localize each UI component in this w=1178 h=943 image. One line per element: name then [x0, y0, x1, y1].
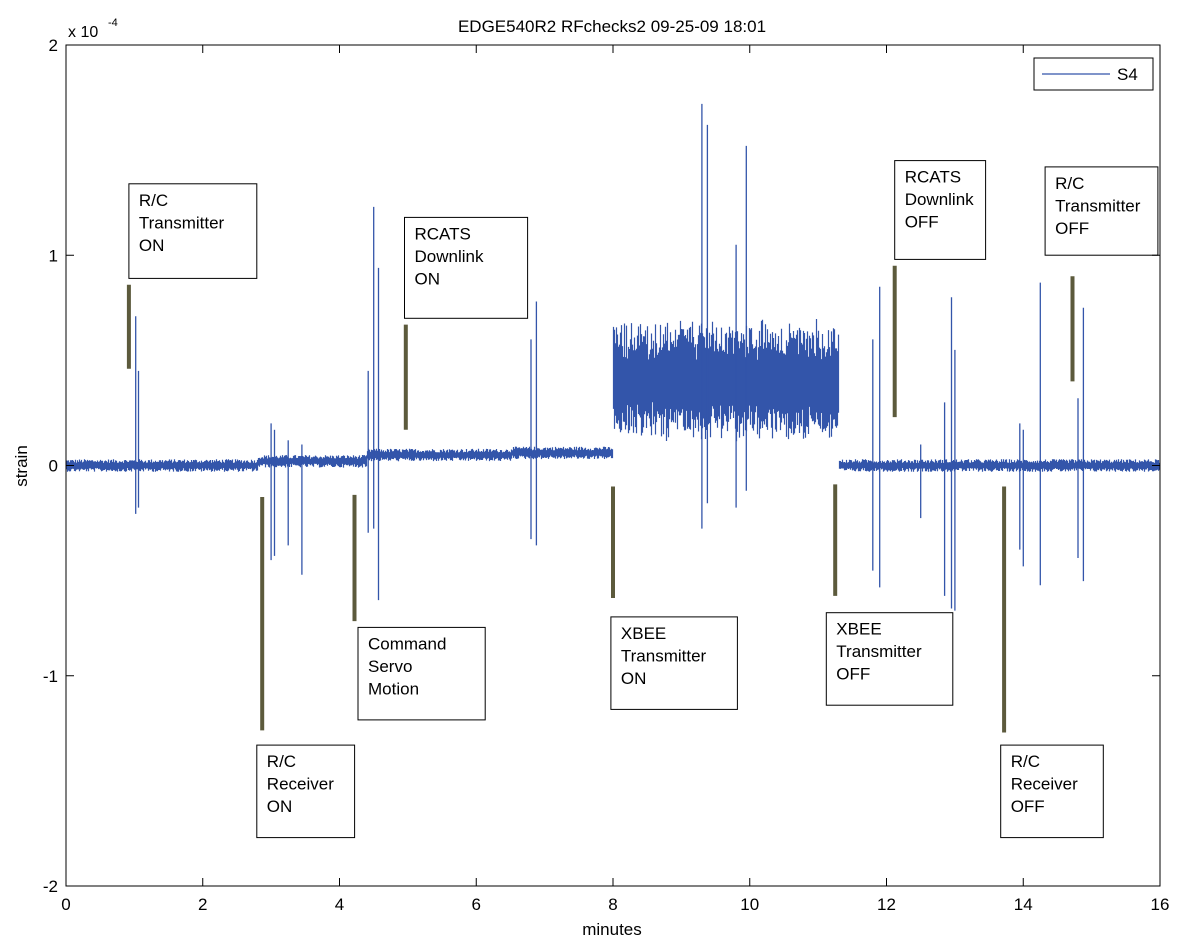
annotation-line: R/C: [267, 752, 296, 771]
annotation-line: OFF: [1055, 219, 1089, 238]
x-tick-label: 4: [335, 895, 344, 914]
annotation-frame: [404, 216, 529, 319]
x-tick-label: 0: [61, 895, 70, 914]
annotation-box: XBEE Transmitter ON: [610, 616, 738, 710]
y-tick-label: 2: [49, 36, 58, 55]
annotation-frame: [1044, 166, 1159, 256]
annotation-line: Receiver: [1011, 775, 1078, 794]
annotation-line: OFF: [1011, 797, 1045, 816]
y-axis-label: strain: [12, 445, 31, 487]
annotation-box: RCATS Downlink OFF: [894, 160, 987, 260]
annotation-line: Downlink: [905, 190, 974, 209]
x-tick-label: 14: [1014, 895, 1033, 914]
annotation-frame: [256, 744, 356, 839]
annotation-line: Transmitter: [836, 642, 922, 661]
annotation-line: OFF: [905, 213, 939, 232]
y-tick-label: 1: [49, 246, 58, 265]
annotation-box: R/C Transmitter ON: [128, 183, 258, 279]
annotation-line: Downlink: [415, 247, 484, 266]
annotation-box: R/C Receiver ON: [256, 744, 356, 839]
annotation-line: ON: [415, 269, 441, 288]
x-tick-label: 6: [472, 895, 481, 914]
x-axis-label: minutes: [582, 920, 642, 939]
annotation-line: Transmitter: [621, 646, 707, 665]
x-tick-label: 12: [877, 895, 896, 914]
y-multiplier-label: x 10: [68, 24, 98, 41]
annotation-layer: R/C Transmitter ON R/C Receiver ON Command Serv…: [128, 160, 1159, 839]
annotation-box: XBEE Transmitter OFF: [825, 612, 954, 706]
x-axis-ticks: 0 2 4 6 8 10 12 14 16: [61, 45, 1169, 914]
annotation-frame: [357, 626, 486, 721]
y-tick-label: -2: [43, 877, 58, 896]
x-tick-label: 16: [1151, 895, 1170, 914]
legend: S4: [1033, 57, 1154, 91]
annotation-frame: [128, 183, 258, 279]
annotation-line: XBEE: [621, 624, 666, 643]
annotation-box: R/C Receiver OFF: [1000, 744, 1104, 839]
x-tick-label: 2: [198, 895, 207, 914]
annotation-frame: [610, 616, 738, 710]
annotation-line: OFF: [836, 665, 870, 684]
annotation-line: ON: [139, 236, 165, 255]
annotation-line: Transmitter: [1055, 196, 1141, 215]
annotation-line: ON: [267, 797, 293, 816]
annotation-line: RCATS: [415, 224, 471, 243]
annotation-frame: [825, 612, 954, 706]
annotation-line: R/C: [1011, 752, 1040, 771]
annotation-line: XBEE: [836, 620, 881, 639]
annotation-line: Receiver: [267, 775, 334, 794]
annotation-line: Transmitter: [139, 213, 225, 232]
annotation-box: Command Servo Motion: [357, 626, 486, 721]
annotation-line: ON: [621, 669, 647, 688]
annotation-box: RCATS Downlink ON: [404, 216, 529, 319]
annotation-frame: [894, 160, 987, 260]
annotation-line: Motion: [368, 679, 419, 698]
annotation-line: R/C: [1055, 174, 1084, 193]
y-tick-label: 0: [49, 457, 58, 476]
annotation-box: R/C Transmitter OFF: [1044, 166, 1159, 256]
annotation-line: Servo: [368, 657, 412, 676]
annotation-line: RCATS: [905, 168, 961, 187]
y-tick-label: -1: [43, 667, 58, 686]
annotation-frame: [1000, 744, 1104, 839]
y-multiplier-exponent: -4: [108, 17, 118, 29]
annotation-line: Command: [368, 634, 446, 653]
x-tick-label: 10: [740, 895, 759, 914]
chart-title: EDGE540R2 RFchecks2 09-25-09 18:01: [458, 17, 766, 36]
series-layer: [65, 103, 1161, 611]
legend-label-s4: S4: [1117, 65, 1138, 84]
y-axis-ticks: -2 -1 0 1 2: [43, 36, 1160, 896]
event-marker-layer: [126, 265, 1075, 733]
annotation-line: R/C: [139, 191, 168, 210]
x-tick-label: 8: [608, 895, 617, 914]
